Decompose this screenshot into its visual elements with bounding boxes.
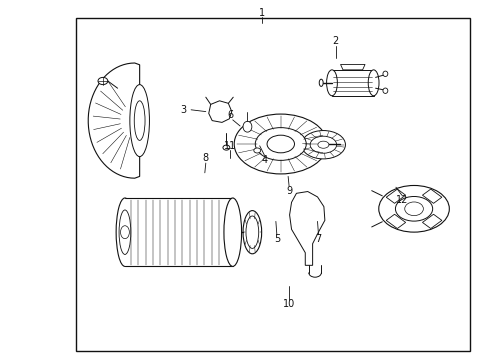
Ellipse shape [234, 114, 327, 174]
Text: 5: 5 [274, 234, 280, 244]
Ellipse shape [318, 141, 329, 148]
Text: 2: 2 [333, 36, 339, 46]
Polygon shape [341, 64, 365, 70]
Text: 3: 3 [181, 105, 187, 115]
Ellipse shape [243, 121, 252, 132]
Ellipse shape [254, 148, 261, 153]
Ellipse shape [405, 202, 423, 216]
Text: 10: 10 [283, 299, 295, 309]
Ellipse shape [121, 226, 129, 239]
Bar [332, 70, 373, 96]
Text: 8: 8 [203, 153, 209, 163]
Ellipse shape [255, 128, 306, 161]
Bar [422, 189, 442, 203]
Ellipse shape [379, 185, 449, 232]
Ellipse shape [223, 145, 230, 150]
Ellipse shape [243, 211, 262, 254]
Ellipse shape [319, 79, 323, 86]
Ellipse shape [116, 198, 134, 266]
Text: 12: 12 [395, 195, 408, 205]
Ellipse shape [326, 70, 337, 96]
Polygon shape [88, 63, 140, 178]
Bar [386, 189, 406, 203]
Ellipse shape [98, 77, 108, 85]
Ellipse shape [246, 216, 259, 248]
Bar [422, 214, 442, 229]
Text: 1: 1 [259, 8, 265, 18]
Text: 4: 4 [262, 155, 268, 165]
Ellipse shape [134, 101, 145, 140]
Ellipse shape [122, 229, 127, 236]
Ellipse shape [383, 88, 388, 94]
Text: 11: 11 [224, 141, 236, 151]
Ellipse shape [310, 136, 337, 153]
Polygon shape [290, 192, 325, 265]
Ellipse shape [224, 198, 242, 266]
Ellipse shape [119, 210, 131, 255]
Ellipse shape [368, 70, 379, 96]
Ellipse shape [130, 85, 149, 157]
Ellipse shape [267, 135, 294, 153]
Polygon shape [209, 101, 232, 122]
Text: 7: 7 [316, 234, 321, 244]
Text: 9: 9 [286, 186, 292, 196]
Ellipse shape [383, 71, 388, 77]
Text: 6: 6 [227, 110, 233, 120]
Ellipse shape [301, 131, 345, 159]
Bar [386, 214, 406, 229]
Bar [76, 18, 470, 351]
Ellipse shape [395, 197, 433, 221]
Bar [125, 198, 233, 266]
